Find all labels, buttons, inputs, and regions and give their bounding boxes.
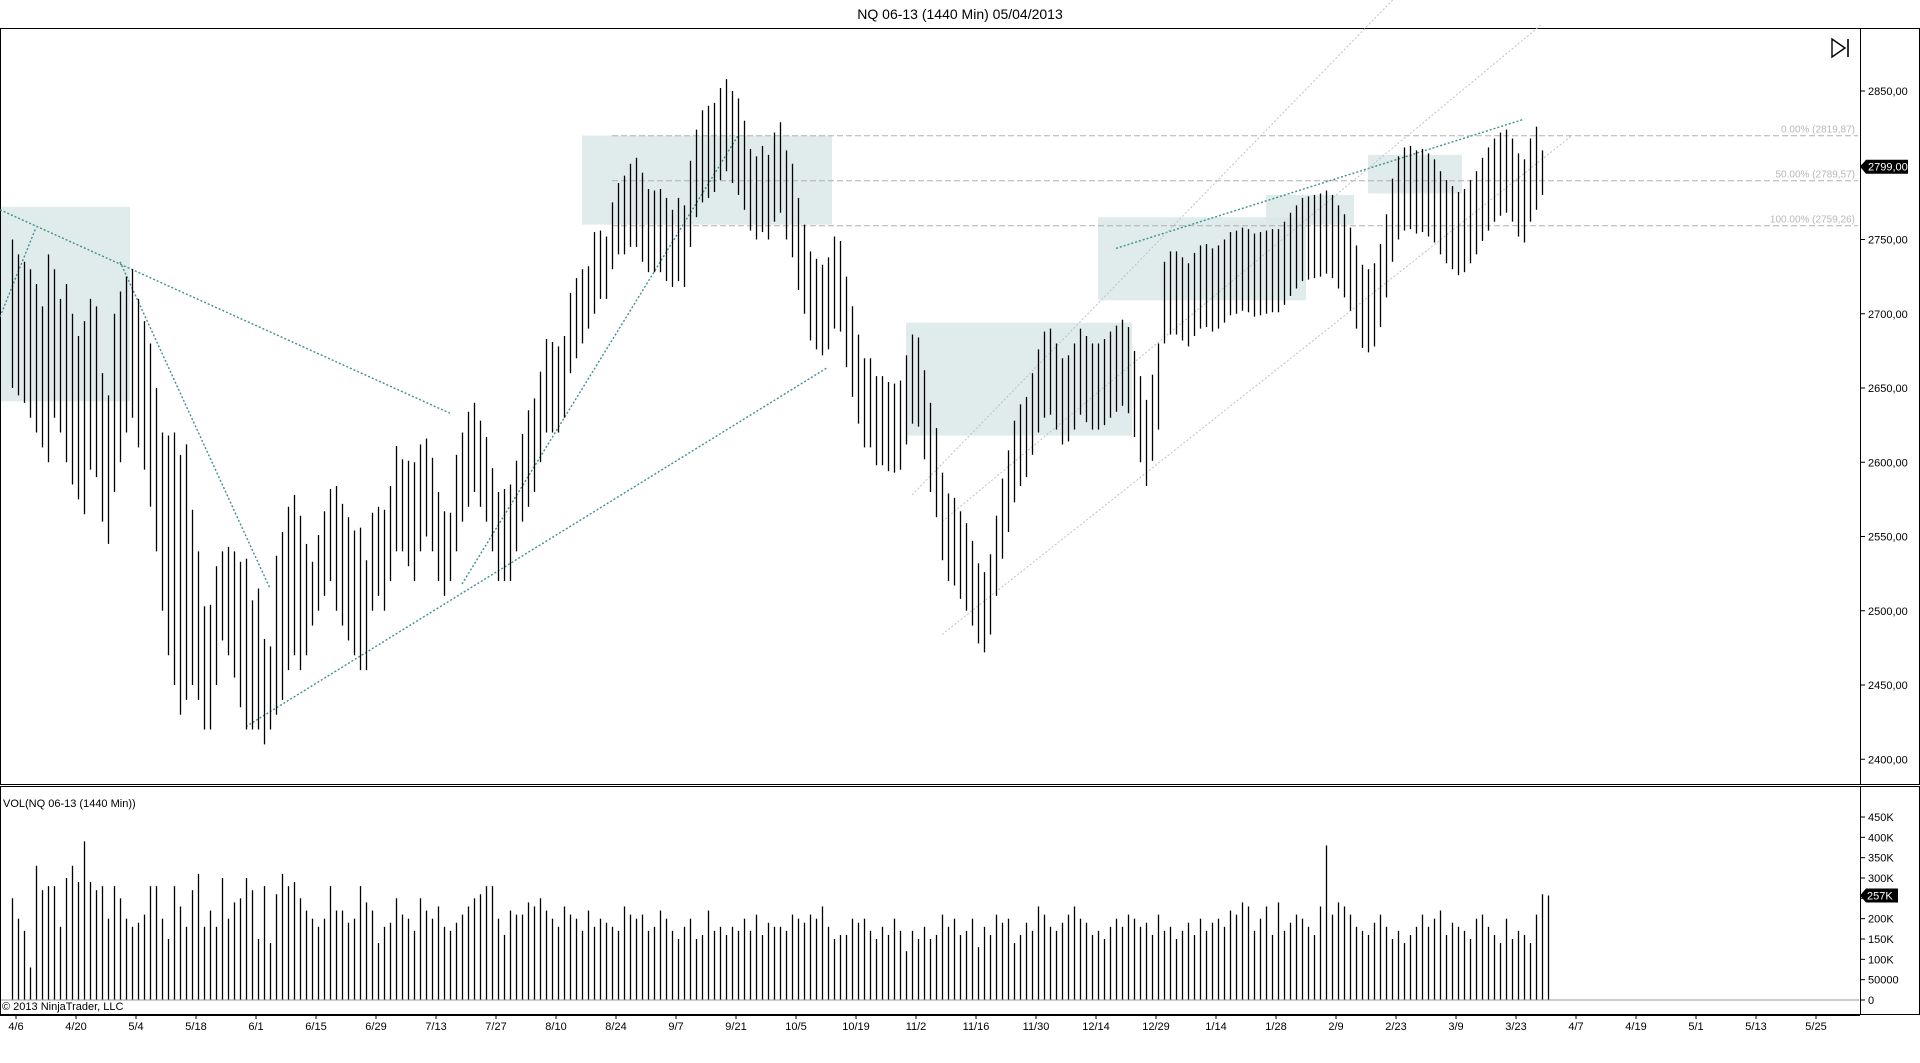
volume-tick-label: 150K — [1868, 934, 1894, 946]
date-tick-label: 3/9 — [1448, 1021, 1463, 1033]
trend-line — [1115, 118, 1525, 250]
channel-line — [941, 135, 1573, 635]
date-tick-label: 5/13 — [1745, 1021, 1766, 1033]
date-tick-label: 5/25 — [1805, 1021, 1826, 1033]
fib-level-label: 0.00% (2819,87) — [1781, 125, 1855, 136]
date-tick-label: 1/14 — [1205, 1021, 1226, 1033]
volume-tick-label: 300K — [1868, 873, 1894, 885]
date-tick-label: 8/24 — [605, 1021, 626, 1033]
shaded-zone — [1368, 154, 1462, 194]
date-tick-label: 6/29 — [365, 1021, 386, 1033]
price-tick-label: 2400,00 — [1868, 754, 1908, 766]
date-tick-label: 12/29 — [1142, 1021, 1170, 1033]
shaded-zone — [906, 322, 1132, 436]
price-tick-label: 2550,00 — [1868, 532, 1908, 544]
date-tick-label: 5/18 — [185, 1021, 206, 1033]
date-tick-label: 4/19 — [1625, 1021, 1646, 1033]
scroll-to-end-icon[interactable] — [1830, 37, 1852, 59]
date-tick-label: 8/10 — [545, 1021, 566, 1033]
date-tick-label: 10/19 — [842, 1021, 870, 1033]
date-axis: 4/6 4/20 5/4 5/18 6/1 6/15 6/29 7/13 7/27 8/10 8/2… — [0, 1015, 1860, 1033]
price-tick-label: 2600,00 — [1868, 457, 1908, 469]
shaded-zone — [1098, 217, 1306, 301]
date-tick-label: 2/23 — [1385, 1021, 1406, 1033]
date-tick-label: 7/13 — [425, 1021, 446, 1033]
date-tick-label: 1/28 — [1265, 1021, 1286, 1033]
date-tick-label: 4/6 — [8, 1021, 23, 1033]
fib-level-label: 50.00% (2789,57) — [1775, 170, 1855, 181]
last-price-label: 2799,00 — [1868, 162, 1908, 174]
volume-tick-label: 450K — [1868, 812, 1894, 824]
price-tick-label: 2750,00 — [1868, 235, 1908, 247]
channel-line — [911, 0, 1394, 496]
price-axis: 2850,002800,002750,002700,002650,002600,… — [1860, 86, 1908, 766]
last-volume-label: 257K — [1867, 890, 1893, 902]
date-tick-label: 3/23 — [1505, 1021, 1526, 1033]
fib-level-label: 100.00% (2759,26) — [1770, 215, 1855, 226]
price-tick-label: 2500,00 — [1868, 606, 1908, 618]
volume-tick-label: 50000 — [1868, 975, 1899, 987]
date-tick-label: 10/5 — [785, 1021, 806, 1033]
date-tick-label: 11/2 — [906, 1021, 927, 1033]
volume-tick-label: 350K — [1868, 853, 1894, 865]
price-tick-label: 2650,00 — [1868, 383, 1908, 395]
date-tick-label: 4/7 — [1568, 1021, 1583, 1033]
last-volume-marker — [1860, 888, 1898, 903]
volume-tick-label: 0 — [1868, 995, 1874, 1007]
date-tick-label: 5/1 — [1688, 1021, 1703, 1033]
price-tick-label: 2850,00 — [1868, 86, 1908, 98]
price-bars — [11, 79, 1544, 745]
chart-title: NQ 06-13 (1440 Min) 05/04/2013 — [857, 6, 1063, 22]
shaded-zone — [1266, 194, 1354, 225]
volume-tick-label: 100K — [1868, 954, 1894, 966]
volume-tick-label: 400K — [1868, 832, 1894, 844]
last-price-marker — [1860, 159, 1908, 174]
fibonacci-retracement: 0.00% (2819,87) 50.00% (2789,57) 100.00% (… — [612, 125, 1858, 227]
price-tick-label: 2450,00 — [1868, 680, 1908, 692]
volume-indicator-label: VOL(NQ 06-13 (1440 Min)) — [3, 798, 136, 810]
date-tick-label: 12/14 — [1082, 1021, 1110, 1033]
date-tick-label: 4/20 — [65, 1021, 86, 1033]
shaded-zones — [1, 135, 1462, 436]
date-tick-label: 6/15 — [305, 1021, 326, 1033]
date-tick-label: 5/4 — [128, 1021, 143, 1033]
date-tick-label: 9/7 — [668, 1021, 683, 1033]
shaded-zone — [1, 206, 130, 402]
shaded-zone — [582, 135, 832, 225]
date-tick-label: 6/1 — [248, 1021, 263, 1033]
copyright-text: © 2013 NinjaTrader, LLC — [2, 1001, 123, 1013]
price-tick-label: 2700,00 — [1868, 309, 1908, 321]
date-tick-label: 9/21 — [725, 1021, 746, 1033]
date-tick-label: 11/16 — [963, 1021, 990, 1033]
volume-bars — [1, 841, 1859, 1001]
date-tick-label: 2/9 — [1328, 1021, 1343, 1033]
volume-axis: 450K400K350K300K250K200K150K100K50000025… — [1860, 812, 1899, 1007]
volume-tick-label: 200K — [1868, 914, 1894, 926]
date-tick-label: 11/30 — [1023, 1021, 1050, 1033]
date-tick-label: 7/27 — [485, 1021, 506, 1033]
